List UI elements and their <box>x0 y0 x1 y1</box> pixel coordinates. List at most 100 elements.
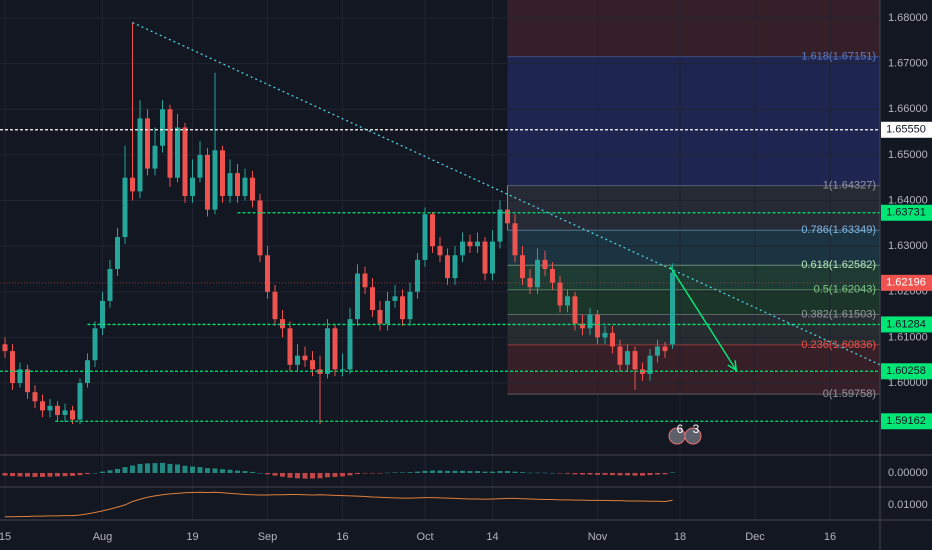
candle-body <box>145 118 151 169</box>
price-tag-label: 1.59162 <box>886 415 926 427</box>
histogram-bar <box>572 472 578 475</box>
histogram-bar <box>197 467 203 473</box>
candle-body <box>47 405 53 411</box>
histogram-bar <box>415 471 421 473</box>
candle-body <box>482 241 488 274</box>
candle-body <box>265 255 271 292</box>
candle-body <box>370 287 376 311</box>
histogram-bar <box>467 471 473 473</box>
histogram-bar <box>257 472 263 474</box>
histogram-bar <box>400 472 406 473</box>
histogram-bar <box>145 463 151 473</box>
price-tag-label: 1.63731 <box>886 207 926 219</box>
y-tick-label: 1.63000 <box>888 240 928 252</box>
histogram-bar <box>70 472 76 476</box>
candle-body <box>400 296 406 320</box>
candle-body <box>295 355 301 365</box>
histogram-bar <box>497 471 503 473</box>
histogram-bar <box>317 472 323 479</box>
candle-body <box>430 214 436 247</box>
histogram-bar <box>512 471 518 473</box>
histogram-bar <box>392 472 398 473</box>
candle-body <box>302 355 308 361</box>
indicator-line <box>5 491 673 518</box>
x-tick-label: 15 <box>0 531 11 543</box>
candle-body <box>362 273 368 288</box>
histogram-bar <box>587 472 593 475</box>
candle-body <box>632 351 638 370</box>
candle-body <box>70 410 76 420</box>
histogram-bar <box>190 466 196 473</box>
candle-body <box>235 173 241 196</box>
candle-body <box>572 296 578 324</box>
histogram-bar <box>92 472 98 474</box>
y-tick-label: 1.64000 <box>888 194 928 206</box>
candle-body <box>205 154 211 210</box>
price-tag <box>881 316 932 333</box>
candle-body <box>130 177 136 192</box>
histogram-bar <box>295 472 301 479</box>
candle-body <box>257 200 263 256</box>
histogram-bar <box>639 472 645 476</box>
fib-label: 1(1.64327) <box>823 179 876 191</box>
candle-body <box>504 209 510 224</box>
histogram-bar <box>564 472 570 474</box>
histogram-bar <box>332 472 338 477</box>
histogram-bar <box>624 472 630 476</box>
histogram-bar <box>669 472 675 473</box>
price-tag <box>881 413 932 430</box>
histogram-bar <box>2 472 8 476</box>
histogram-bar <box>107 470 113 473</box>
candle-body <box>557 282 563 306</box>
histogram-bar <box>422 470 428 473</box>
candle-body <box>175 127 181 178</box>
candle-body <box>444 255 450 279</box>
price-tag-label: 1.65550 <box>886 124 926 136</box>
candle-body <box>250 177 256 201</box>
histogram-bar <box>407 472 413 473</box>
histogram-bar <box>325 472 331 478</box>
candle-body <box>609 332 615 347</box>
candle-body <box>459 241 465 256</box>
event-label: 6 <box>677 422 684 436</box>
histogram-bar <box>504 471 510 473</box>
histogram-bar <box>160 462 166 473</box>
candle-body <box>422 214 428 260</box>
fib-zone <box>507 314 880 345</box>
histogram-bar <box>55 472 61 477</box>
candle-body <box>55 405 61 415</box>
candle-body <box>40 401 46 411</box>
histogram-bar <box>287 472 293 478</box>
histogram-bar <box>220 469 226 473</box>
x-tick-label: 16 <box>336 531 348 543</box>
histogram-bar <box>647 472 653 476</box>
y-tick-label: 1.60000 <box>888 377 928 389</box>
histogram-bar <box>265 472 271 475</box>
histogram-bar <box>25 472 31 477</box>
candle-body <box>152 145 158 169</box>
histogram-bar <box>355 472 361 475</box>
histogram-bar <box>250 471 256 473</box>
candle-body <box>392 296 398 301</box>
histogram-bar <box>302 472 308 479</box>
histogram-bar <box>362 472 368 474</box>
candle-body <box>527 278 533 288</box>
fib-label: 0(1.59758) <box>823 388 876 400</box>
candle-body <box>377 310 383 324</box>
histogram-bar <box>40 472 46 477</box>
histogram-bar <box>32 472 38 477</box>
histogram-bar <box>85 472 91 475</box>
histogram-bar <box>594 472 600 475</box>
candle-body <box>212 150 218 210</box>
histogram-bar <box>459 470 465 473</box>
y-tick-label: 0.00000 <box>888 467 928 479</box>
fib-zone <box>507 230 880 266</box>
candle-body <box>160 109 166 146</box>
candle-body <box>332 328 338 370</box>
candle-body <box>669 272 675 345</box>
candle-body <box>624 351 630 365</box>
histogram-bar <box>632 472 638 476</box>
price-tag <box>881 204 932 221</box>
histogram-bar <box>272 472 278 476</box>
